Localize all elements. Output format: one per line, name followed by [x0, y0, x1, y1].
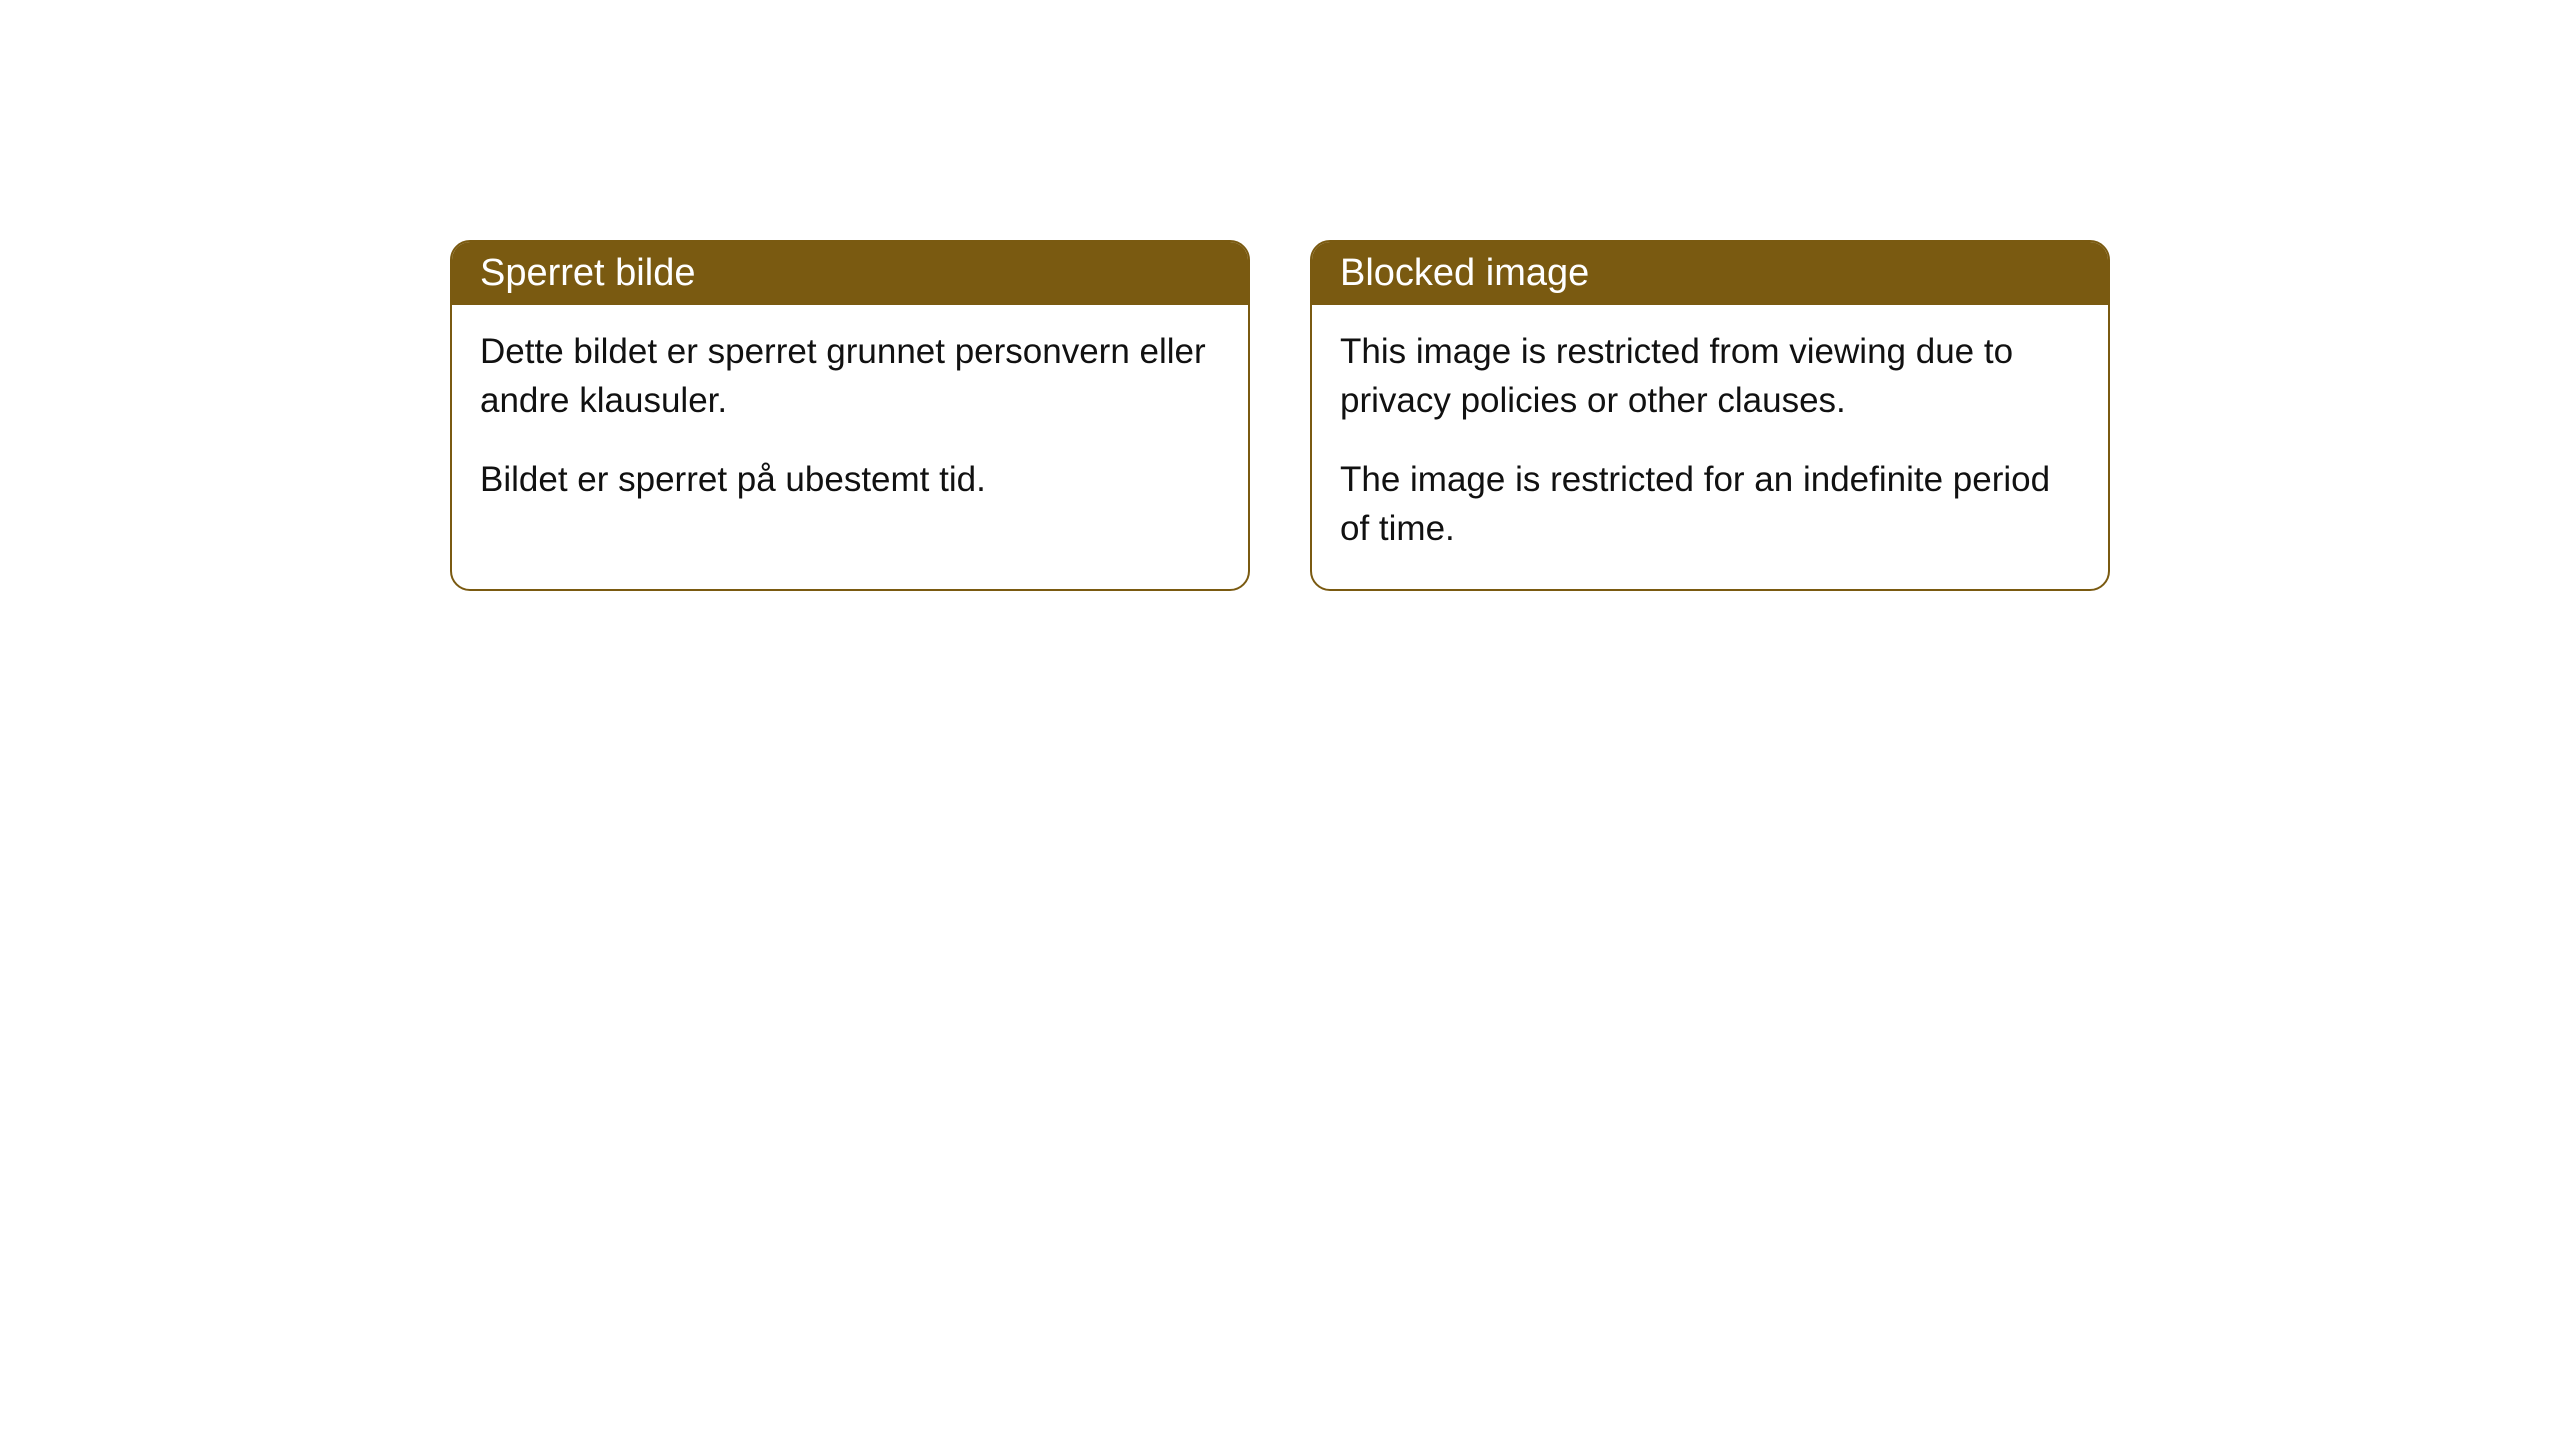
card-header-english: Blocked image [1312, 242, 2108, 305]
card-paragraph: Dette bildet er sperret grunnet personve… [480, 327, 1220, 425]
card-paragraph: The image is restricted for an indefinit… [1340, 455, 2080, 553]
card-paragraph: Bildet er sperret på ubestemt tid. [480, 455, 1220, 504]
card-english: Blocked image This image is restricted f… [1310, 240, 2110, 591]
card-title: Sperret bilde [480, 252, 695, 294]
card-body-english: This image is restricted from viewing du… [1312, 305, 2108, 589]
card-norwegian: Sperret bilde Dette bildet er sperret gr… [450, 240, 1250, 591]
card-paragraph: This image is restricted from viewing du… [1340, 327, 2080, 425]
card-title: Blocked image [1340, 252, 1589, 294]
cards-container: Sperret bilde Dette bildet er sperret gr… [0, 240, 2560, 591]
card-header-norwegian: Sperret bilde [452, 242, 1248, 305]
card-body-norwegian: Dette bildet er sperret grunnet personve… [452, 305, 1248, 540]
